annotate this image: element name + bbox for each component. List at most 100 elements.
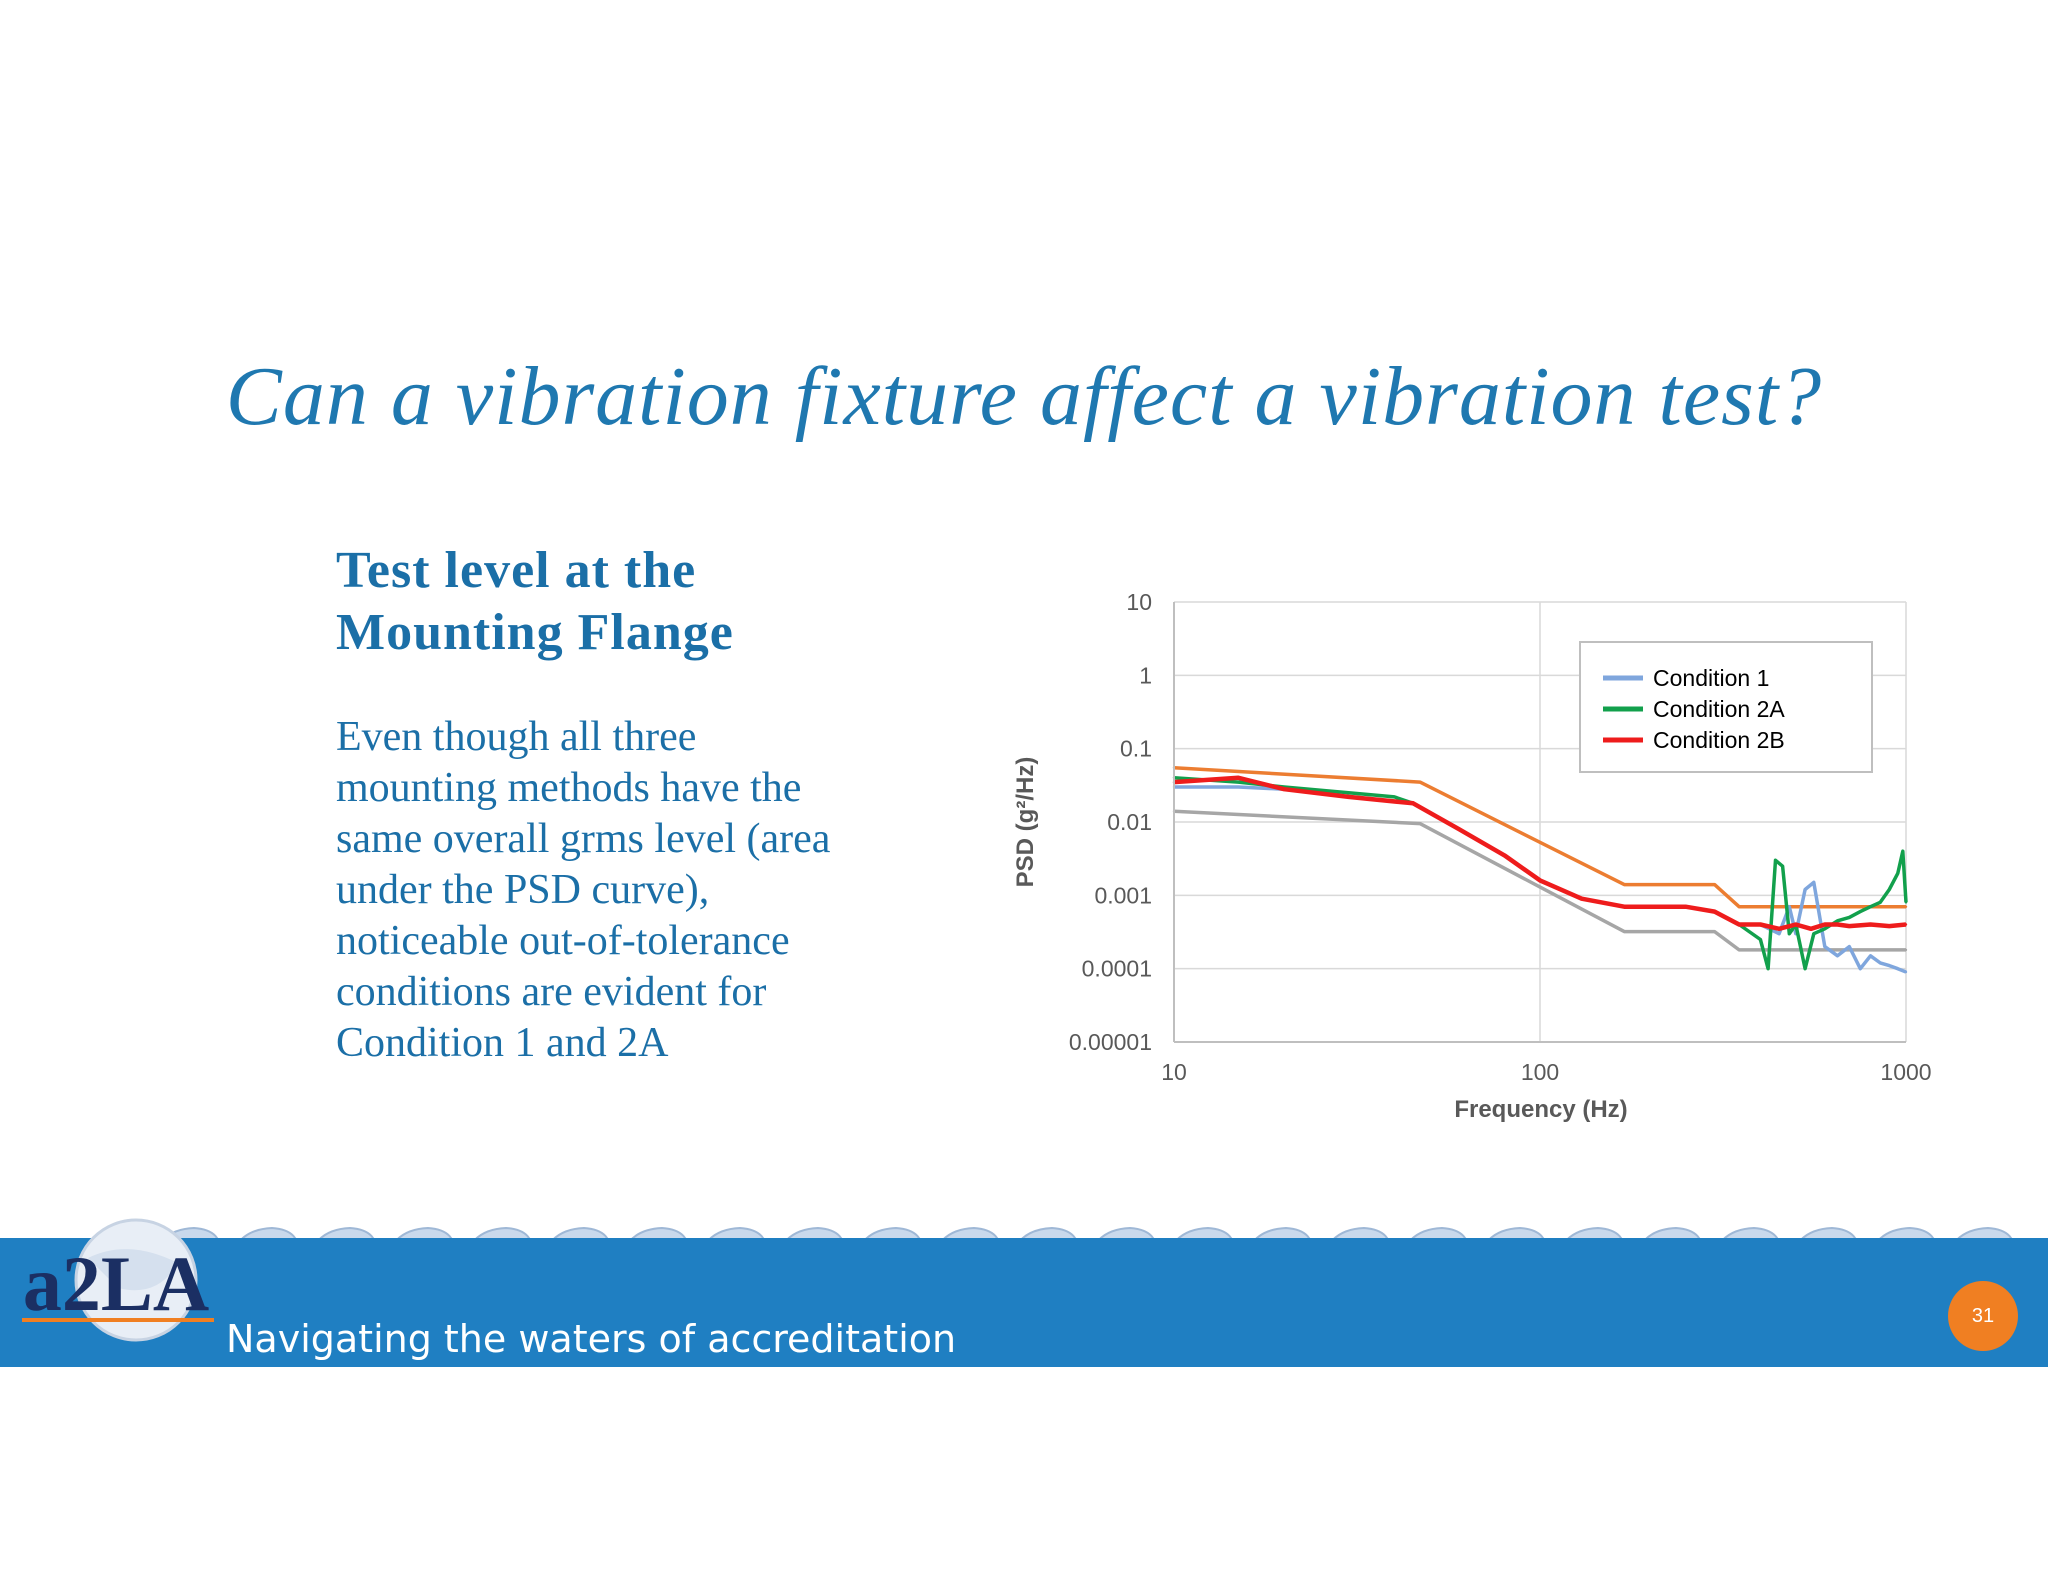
description-line: same overall grms level (area <box>336 816 831 862</box>
data-point <box>1904 948 1908 952</box>
description-line: under the PSD curve), <box>336 867 710 913</box>
description-line: mounting methods have the <box>336 765 802 811</box>
y-tick-label: 0.00001 <box>1069 1029 1152 1055</box>
series-condition-2b <box>1173 775 1907 932</box>
data-point <box>1623 905 1626 908</box>
y-tick-label: 0.01 <box>1107 809 1152 835</box>
data-point <box>1649 905 1652 908</box>
y-tick-label: 1 <box>1139 662 1152 688</box>
footer-tagline: Navigating the waters of accreditation <box>226 1317 957 1361</box>
page-number-badge: 31 <box>1948 1281 2018 1351</box>
chart-subheading: Test level at the Mounting Flange <box>336 540 734 664</box>
data-point <box>1836 923 1839 926</box>
data-point <box>1848 945 1851 948</box>
data-point <box>1879 961 1882 965</box>
chart-legend: Condition 1 Condition 2A Condition 2B <box>1579 641 1873 773</box>
data-point <box>1859 967 1862 970</box>
data-point <box>1623 930 1626 933</box>
data-point <box>1737 923 1741 926</box>
subheading-line: Mounting Flange <box>336 604 734 661</box>
x-tick-label: 1000 <box>1880 1059 1931 1085</box>
data-point <box>1823 923 1827 926</box>
a2la-logo: a2LA <box>22 1218 214 1342</box>
data-point <box>1781 865 1784 868</box>
data-point <box>1879 901 1882 904</box>
data-point <box>1237 785 1240 789</box>
subheading-line: Test level at the <box>336 542 697 599</box>
data-point <box>1904 923 1908 926</box>
chart-axes: 0.00001 0.0001 0.001 0.01 0.1 1 10 10 100 1000 <box>1069 589 1932 1085</box>
data-point <box>1823 945 1827 948</box>
data-point <box>1737 905 1741 908</box>
data-point <box>1869 905 1872 908</box>
data-point <box>1418 822 1422 825</box>
data-point <box>1888 888 1891 891</box>
legend-label: Condition 2B <box>1653 727 1785 753</box>
y-tick-label: 0.1 <box>1120 736 1152 762</box>
data-point <box>1393 795 1396 799</box>
data-point <box>1713 930 1716 933</box>
data-point <box>1766 967 1770 970</box>
y-axis-title: PSD (g²/Hz) <box>1012 757 1039 888</box>
y-tick-label: 10 <box>1126 589 1152 615</box>
data-point <box>1809 927 1813 930</box>
data-point <box>1812 881 1816 884</box>
data-point <box>1237 776 1240 779</box>
data-point <box>1457 827 1461 831</box>
data-point <box>1836 919 1839 922</box>
description-line: noticeable out-of-tolerance <box>336 918 790 964</box>
data-point <box>1803 888 1807 891</box>
description-line: Condition 1 and 2A <box>336 1020 669 1066</box>
data-point <box>1901 850 1905 853</box>
data-point <box>1580 897 1583 900</box>
description-line: conditions are evident for <box>336 969 767 1015</box>
data-point <box>1237 780 1240 784</box>
data-point <box>1904 901 1908 904</box>
x-tick-label: 100 <box>1521 1059 1559 1085</box>
description-text: Even though all three mounting methods h… <box>336 712 976 1069</box>
data-point <box>1859 910 1862 913</box>
slide-title: Can a vibration fixture affect a vibrati… <box>225 350 1823 443</box>
data-point <box>1774 859 1777 862</box>
footer-band <box>0 1238 2048 1367</box>
psd-chart: 0.00001 0.0001 0.001 0.01 0.1 1 10 10 100 1000 Fr… <box>1012 589 1932 1123</box>
data-point <box>1347 791 1350 794</box>
data-point <box>1904 970 1908 974</box>
data-point <box>1904 905 1908 908</box>
data-point <box>1848 924 1851 928</box>
data-point <box>1836 954 1839 957</box>
data-point <box>1623 883 1626 886</box>
legend-label: Condition 1 <box>1653 665 1769 691</box>
data-point <box>1759 923 1762 926</box>
data-point <box>1347 795 1350 799</box>
data-point <box>1713 910 1716 913</box>
x-tick-label: 10 <box>1161 1059 1187 1085</box>
data-point <box>1788 932 1791 935</box>
data-point <box>1713 883 1716 886</box>
data-point <box>1538 879 1542 882</box>
data-point <box>1788 905 1791 908</box>
y-tick-label: 0.0001 <box>1082 956 1152 982</box>
data-point <box>1503 854 1506 857</box>
lower-tolerance-line <box>1173 809 1906 952</box>
data-point <box>1794 923 1798 926</box>
svg-text:a2LA: a2LA <box>23 1240 209 1327</box>
y-tick-label: 0.001 <box>1094 882 1152 908</box>
data-point <box>1684 905 1687 908</box>
data-point <box>1812 932 1816 935</box>
chart-series <box>1172 765 1908 974</box>
data-point <box>1823 927 1827 930</box>
data-point <box>1888 924 1891 928</box>
data-point <box>1759 938 1762 941</box>
x-axis-title: Frequency (Hz) <box>1454 1096 1627 1123</box>
data-point <box>1777 927 1781 930</box>
data-point <box>1869 923 1872 926</box>
data-point <box>1411 802 1415 805</box>
data-point <box>1869 954 1872 957</box>
description-line: Even though all three <box>336 714 697 760</box>
upper-tolerance-line <box>1173 765 1906 909</box>
data-point <box>1896 872 1900 875</box>
data-point <box>1896 967 1900 970</box>
data-point <box>1283 788 1286 791</box>
data-point <box>1848 916 1851 919</box>
